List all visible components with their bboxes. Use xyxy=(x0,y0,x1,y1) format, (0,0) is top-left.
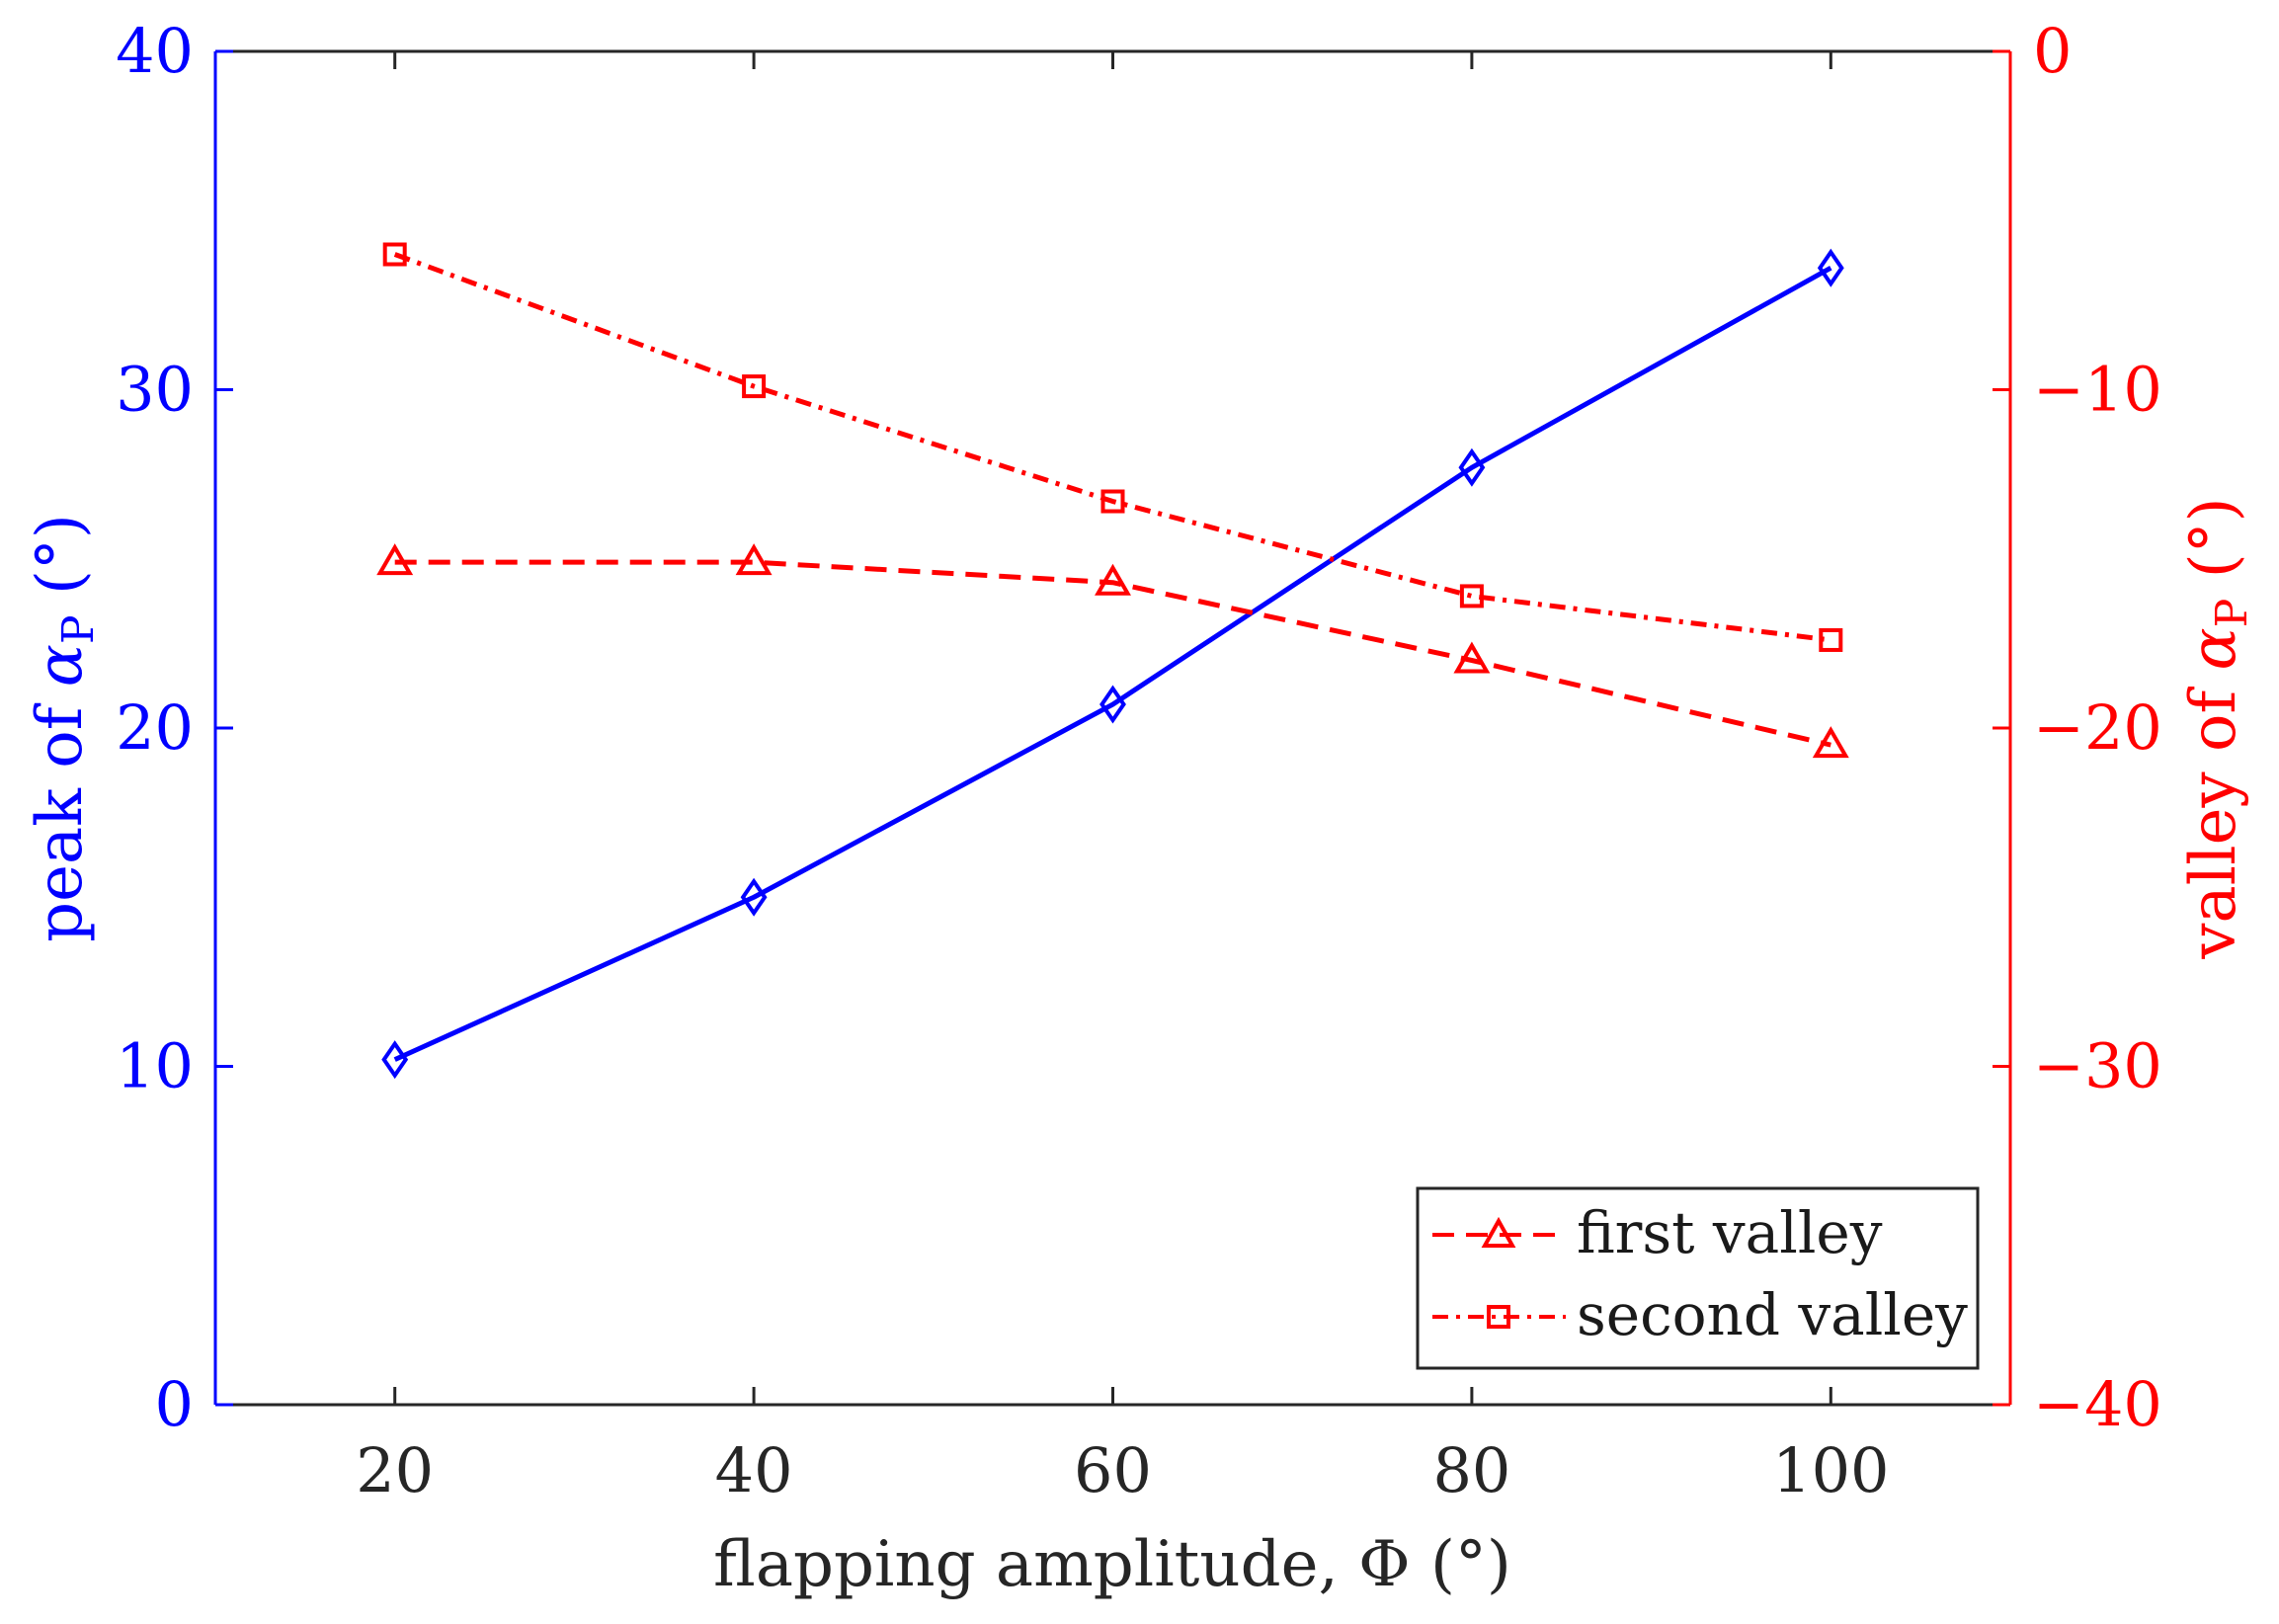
legend-marker-square-icon xyxy=(1487,1305,1510,1329)
data-point-second-valley xyxy=(1100,489,1125,514)
data-point-peak xyxy=(1099,685,1126,724)
data-point-second-valley xyxy=(382,242,407,267)
left-y-axis-ticks: 0 10 20 30 40 xyxy=(116,15,233,1440)
right-y-axis-ticks: −40 −30 −20 −10 0 xyxy=(1993,15,2162,1440)
data-point-first-valley xyxy=(1453,641,1491,674)
data-point-peak xyxy=(381,1040,409,1080)
x-tick-label: 40 xyxy=(715,1434,793,1506)
x-tick-label: 100 xyxy=(1772,1434,1889,1506)
right-y-axis-title: valley of αP (°) xyxy=(2177,497,2257,959)
data-point-second-valley xyxy=(1819,627,1843,652)
right-y-tick-label: −40 xyxy=(2033,1368,2162,1440)
right-y-tick-label: −20 xyxy=(2033,691,2162,764)
left-y-tick-label: 40 xyxy=(116,15,194,87)
legend: first valley second valley xyxy=(1416,1186,1980,1370)
left-y-tick-label: 30 xyxy=(116,354,194,426)
left-y-tick-label: 0 xyxy=(155,1368,194,1440)
right-y-tick-label: −10 xyxy=(2033,354,2162,426)
legend-entry-first-valley: first valley xyxy=(1432,1199,1883,1266)
left-y-tick-label: 20 xyxy=(116,691,194,764)
data-point-peak xyxy=(1458,447,1486,487)
right-y-tick-label: 0 xyxy=(2033,15,2072,87)
left-y-axis-title: peak of αP (°) xyxy=(24,514,104,942)
series-line-first-valley xyxy=(394,559,1831,748)
series-line-peak xyxy=(393,266,1832,1062)
legend-box xyxy=(1416,1186,1980,1370)
data-point-second-valley xyxy=(742,374,767,399)
series-layer xyxy=(376,242,1849,1080)
x-tick-label: 60 xyxy=(1074,1434,1152,1506)
left-y-tick-label: 10 xyxy=(116,1030,194,1102)
data-point-first-valley xyxy=(735,543,773,576)
data-point-peak xyxy=(740,877,768,917)
legend-entry-second-valley: second valley xyxy=(1432,1281,1968,1348)
data-point-first-valley xyxy=(376,543,414,576)
data-point-peak xyxy=(1817,248,1844,287)
x-axis-ticks: 20 40 60 80 100 xyxy=(356,51,1889,1506)
legend-label-second-valley: second valley xyxy=(1577,1281,1968,1348)
legend-marker-triangle-icon xyxy=(1481,1216,1516,1248)
data-point-first-valley xyxy=(1095,563,1131,596)
series-line-second-valley xyxy=(393,252,1831,643)
right-y-tick-label: −30 xyxy=(2033,1030,2162,1102)
x-axis-title: flapping amplitude, Φ (°) xyxy=(713,1528,1511,1601)
data-point-second-valley xyxy=(1459,584,1484,609)
data-point-first-valley xyxy=(1812,726,1849,759)
legend-label-first-valley: first valley xyxy=(1577,1199,1883,1266)
x-tick-label: 20 xyxy=(356,1434,434,1506)
x-tick-label: 80 xyxy=(1432,1434,1510,1506)
